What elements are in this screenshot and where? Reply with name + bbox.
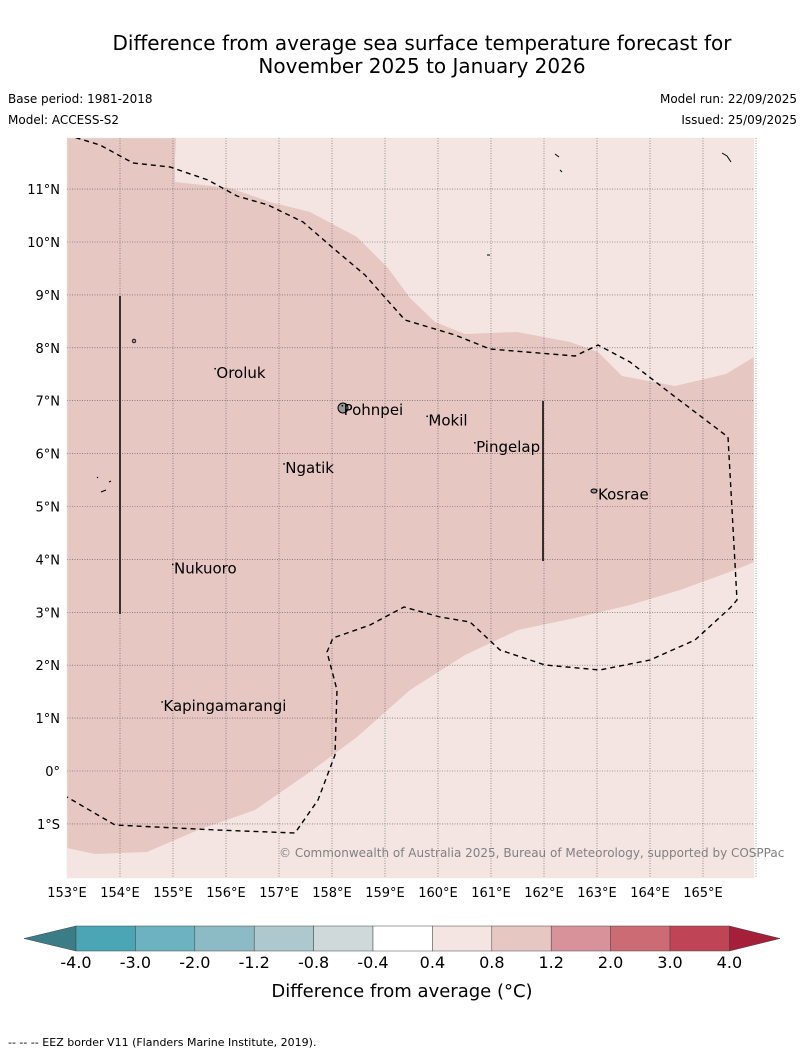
place-marker [172, 563, 174, 566]
colorbar-label: 2.0 [598, 953, 623, 972]
atolls [96, 152, 732, 493]
colorbar-swatch [75, 925, 136, 952]
place-label-mokil: Mokil [428, 412, 467, 430]
lon-label: 163°E [577, 886, 617, 901]
plot-frame [66, 137, 755, 879]
colorbar-swatch [550, 925, 611, 952]
lon-label: 161°E [471, 886, 511, 901]
colorbar-label: 0.8 [479, 953, 504, 972]
colorbar-extend-low [23, 925, 77, 952]
place-label-pohnpei: Pohnpei [344, 401, 404, 419]
lon-label: 164°E [630, 886, 670, 901]
colorbar-label: 3.0 [657, 953, 682, 972]
lat-label: 11°N [27, 183, 60, 198]
title-line-1: Difference from average sea surface temp… [112, 31, 732, 55]
issued-date: Issued: 25/09/2025 [681, 113, 797, 127]
gridlines [67, 138, 757, 878]
lat-label: 8°N [36, 342, 61, 357]
lon-label: 155°E [153, 886, 193, 901]
lon-label: 160°E [418, 886, 458, 901]
base-period: Base period: 1981-2018 [8, 92, 153, 106]
colorbar: -4.0 -3.0 -2.0 -1.2 -0.8 -0.4 0.4 0.8 1.2 2.0 3.0 4… [23, 925, 781, 972]
colorbar-swatch [135, 925, 196, 952]
colorbar-label: -0.4 [357, 953, 388, 972]
lon-label: 165°E [683, 886, 723, 901]
place-marker [214, 367, 216, 370]
place-labels: Oroluk Pohnpei Mokil Pingelap Ngatik Kosrae Nu… [161, 364, 649, 715]
lon-label: 154°E [100, 886, 140, 901]
lat-label: 0° [45, 765, 60, 780]
title-line-2: November 2025 to January 2026 [258, 54, 586, 78]
colorbar-swatch [372, 925, 433, 952]
colorbar-title: Difference from average (°C) [271, 981, 532, 1002]
colorbar-label: -4.0 [60, 953, 91, 972]
colorbar-swatch [491, 925, 552, 952]
lon-label: 159°E [365, 886, 405, 901]
copyright-text: © Commonwealth of Australia 2025, Bureau… [279, 846, 784, 860]
lat-label: 10°N [27, 236, 60, 251]
colorbar-label: -3.0 [120, 953, 151, 972]
colorbar-swatch [253, 925, 314, 952]
place-label-kapingamarangi: Kapingamarangi [163, 697, 286, 715]
lat-label: 3°N [36, 606, 61, 621]
place-marker [283, 463, 285, 465]
lat-label: 6°N [36, 448, 61, 463]
place-marker [426, 415, 428, 418]
colorbar-swatch [610, 925, 671, 952]
lat-label: 5°N [36, 501, 61, 516]
colorbar-label: -2.0 [179, 953, 210, 972]
model-run: Model run: 22/09/2025 [659, 92, 797, 106]
lon-label: 153°E [47, 886, 87, 901]
lat-label: 9°N [36, 289, 61, 304]
island-pohnpei [337, 402, 349, 414]
chart-title: Difference from average sea surface temp… [0, 32, 804, 78]
place-label-kosrae: Kosrae [598, 486, 649, 504]
colorbar-label: 1.2 [538, 953, 563, 972]
longitude-labels: 153°E 154°E 155°E 156°E 157°E 158°E 159°E 160°E… [47, 886, 723, 901]
colorbar-swatch [194, 925, 255, 952]
lat-label: 2°N [36, 659, 61, 674]
colorbar-label: 0.4 [420, 953, 445, 972]
anomaly-region-warm [67, 138, 754, 854]
colorbar-label: 4.0 [717, 953, 742, 972]
model-name: Model: ACCESS-S2 [8, 113, 120, 127]
eez-border [67, 138, 738, 834]
colorbar-label: -0.8 [298, 953, 329, 972]
place-marker [596, 489, 598, 492]
place-label-oroluk: Oroluk [216, 364, 265, 382]
footer-legend: -- -- -- EEZ border V11 (Flanders Marine… [8, 1036, 317, 1049]
colorbar-extend-high [729, 925, 781, 952]
lat-label: 1°S [37, 818, 60, 833]
place-label-pingelap: Pingelap [476, 438, 540, 456]
place-marker [341, 404, 344, 407]
colorbar-swatch [432, 925, 493, 952]
lon-label: 157°E [259, 886, 299, 901]
place-marker [474, 442, 476, 444]
place-label-nukuoro: Nukuoro [174, 560, 237, 578]
colorbar-swatch [313, 925, 374, 952]
lat-label: 4°N [36, 553, 61, 568]
lat-label: 1°N [36, 712, 61, 727]
place-marker [161, 701, 163, 703]
lon-label: 158°E [312, 886, 352, 901]
latitude-labels: 11°N 10°N 9°N 8°N 7°N 6°N 5°N 4°N 3°N 2°N 1°N 0° 1°S [27, 183, 60, 833]
place-label-ngatik: Ngatik [285, 459, 334, 477]
island-small [131, 338, 137, 344]
colorbar-swatch [669, 925, 730, 952]
lat-label: 7°N [36, 395, 61, 410]
lon-label: 156°E [206, 886, 246, 901]
lon-label: 162°E [524, 886, 564, 901]
colorbar-label: -1.2 [239, 953, 270, 972]
